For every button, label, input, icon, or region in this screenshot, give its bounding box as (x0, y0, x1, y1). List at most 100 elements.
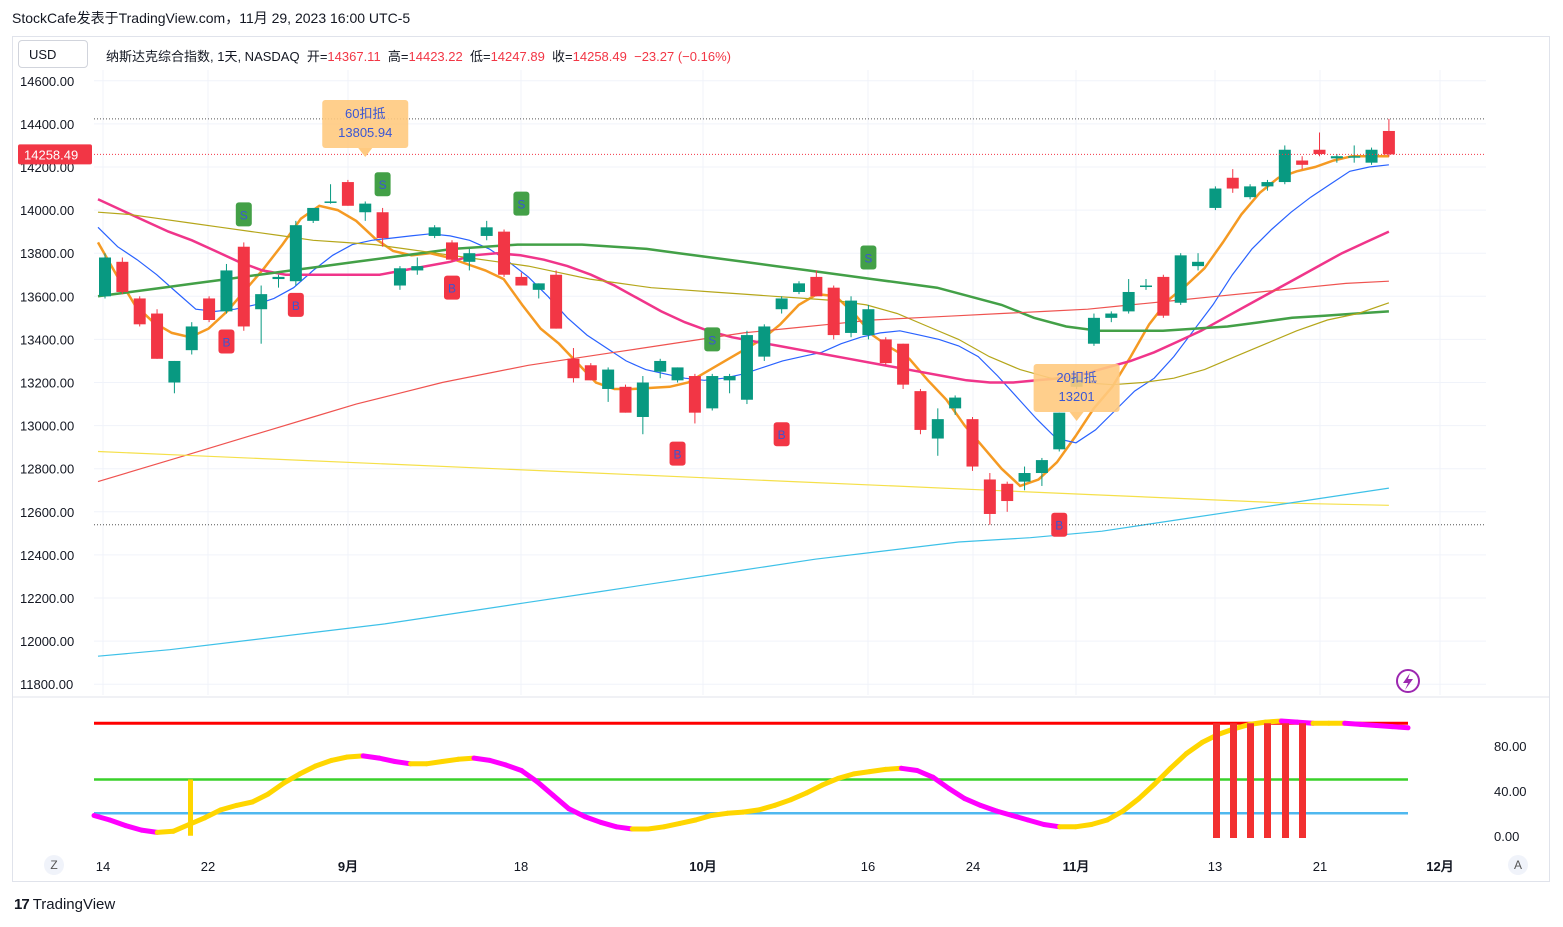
footer-brand[interactable]: 17 TradingView (14, 896, 115, 913)
candle-body (480, 227, 493, 236)
overbought-bar (1264, 723, 1271, 838)
oscillator-segment (313, 757, 334, 769)
oscillator-segment (962, 796, 984, 808)
oscillator-segment (91, 813, 113, 823)
signal-marker (218, 329, 235, 354)
candle-body (376, 212, 389, 239)
oscillator-segment (724, 809, 746, 816)
annotation-label: 60扣抵 (345, 106, 385, 121)
oscillator-segment (1294, 719, 1316, 726)
moving-average-line (97, 211, 1390, 386)
oscillator-segment (835, 771, 857, 781)
candle-body (203, 298, 216, 320)
oscillator-segment (455, 755, 477, 762)
oscillator-spike (188, 779, 193, 836)
candle-body (1122, 291, 1135, 312)
oscillator-segment (1183, 739, 1205, 757)
oscillator-segment (1025, 817, 1047, 827)
candle-body (1053, 412, 1066, 450)
candle-body (619, 386, 632, 413)
zoom-button[interactable]: Z (44, 855, 64, 875)
y-axis-tick-label: 12400.00 (20, 548, 74, 563)
oscillator-segment (740, 807, 762, 815)
open-value: 14367.11 (327, 49, 381, 64)
oscillator-segment (930, 774, 952, 791)
oscillator-segment (265, 780, 287, 797)
y-axis-tick-label: 12200.00 (20, 591, 74, 606)
candle-body (654, 360, 667, 372)
signal-letter: B (1055, 519, 1063, 533)
oscillator-segment (677, 817, 699, 826)
candle-body (966, 419, 979, 467)
y-axis-tick-label: 12800.00 (20, 462, 74, 477)
signal-marker (773, 422, 790, 447)
oscillator-segment (661, 820, 683, 830)
signal-marker (513, 191, 530, 216)
oscillator-segment (518, 768, 540, 785)
candle-body (1001, 483, 1014, 502)
candle-body (983, 479, 996, 514)
candle-body (636, 382, 649, 417)
annotation-label: 20扣抵 (1056, 370, 1096, 385)
oscillator-segment (1009, 813, 1031, 823)
x-axis-tick-label: 11月 (1063, 859, 1090, 874)
oscillator-segment (550, 792, 572, 812)
candle-body (1226, 177, 1239, 189)
lightning-icon (1396, 669, 1420, 693)
oscillator-segment (376, 755, 398, 764)
candle-body (237, 246, 250, 327)
moving-average-line (97, 450, 1389, 506)
oscillator-segment (234, 799, 255, 808)
candle-body (359, 203, 372, 213)
signal-marker (860, 245, 877, 270)
candle-body (793, 283, 805, 292)
oscillator-segment (329, 754, 350, 763)
oscillator-segment (534, 779, 556, 798)
oscillator-segment (803, 782, 825, 796)
candle-body (584, 365, 597, 381)
low-value: 14247.89 (490, 49, 545, 64)
y-axis-tick-label: 13800.00 (20, 246, 74, 261)
signal-letter: S (708, 333, 716, 347)
oscillator-segment (788, 790, 809, 803)
symbol-info-bar: 纳斯达克综合指数, 1天, NASDAQ 开=14367.11 高=14423.… (106, 46, 731, 65)
oscillator-segment (1088, 817, 1110, 827)
candle-body (411, 266, 424, 271)
candle-body (1261, 182, 1274, 187)
x-axis-tick-label: 18 (514, 859, 528, 874)
oscillator-segment (756, 802, 778, 813)
oscillator-segment (1168, 751, 1189, 771)
y-axis-tick-label: 13400.00 (20, 332, 74, 347)
high-value: 14423.22 (408, 49, 463, 64)
oscillator-segment (819, 775, 841, 788)
moving-average-line (97, 243, 1389, 333)
x-axis-tick-label: 16 (861, 859, 875, 874)
candle-body (810, 276, 823, 297)
y-axis-tick-label: 14000.00 (20, 203, 74, 218)
candle-body (550, 274, 563, 329)
candle-body (1313, 149, 1326, 155)
candle-body (949, 397, 962, 409)
signal-letter: B (674, 448, 682, 462)
signal-letter: B (222, 336, 230, 350)
candle-body (1296, 160, 1309, 165)
y-axis-tick-label: 12600.00 (20, 505, 74, 520)
currency-button[interactable]: USD (18, 40, 88, 68)
oscillator-segment (392, 759, 414, 767)
moving-average-line (97, 487, 1389, 657)
candle-body (255, 294, 268, 310)
oscillator-segment (1263, 718, 1284, 725)
oscillator-segment (1041, 822, 1063, 830)
oscillator-tick-label: 80.00 (1494, 739, 1527, 754)
oscillator-segment (202, 807, 224, 821)
signal-letter: S (240, 208, 248, 222)
candle-body (602, 369, 615, 389)
oscillator-segment (645, 824, 667, 832)
signal-letter: S (864, 252, 872, 266)
y-axis-tick-label: 14600.00 (20, 74, 74, 89)
auto-scale-button[interactable]: A (1508, 855, 1528, 875)
candle-body (428, 227, 441, 236)
oscillator-segment (1104, 808, 1126, 823)
candle-body (1087, 317, 1100, 344)
